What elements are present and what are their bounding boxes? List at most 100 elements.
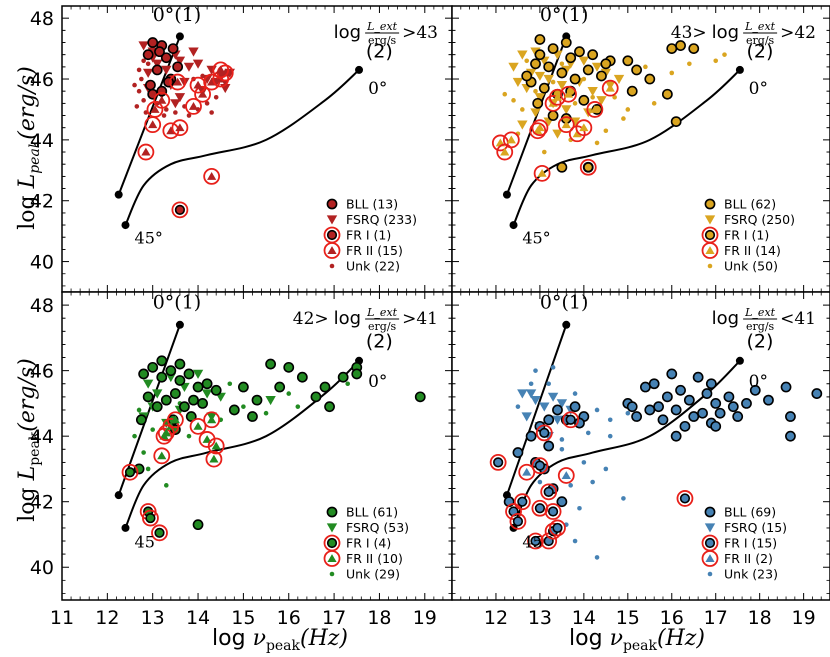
legend-top-right: BLL (62)FSRQ (250)FR I (1)FR II (14)Unk … [701,197,795,274]
point-unk [550,365,556,370]
point-bll [247,411,258,422]
point-bll [145,79,156,91]
point-fsrq [543,74,554,84]
point-unk [546,381,551,387]
point-bll [151,64,163,76]
annotation-top: 0°(1) [540,291,589,313]
series-unk [502,52,727,155]
title-fraction-denominator: erg/s [746,34,775,47]
point-bll [727,401,739,413]
axes-frame [451,291,830,601]
series-fr-ii [491,79,619,182]
point-fsrq [591,62,603,72]
title-log: log [334,308,361,329]
point-unk [612,94,617,100]
point-bll [785,430,796,442]
point-bll [147,37,159,48]
model-endpoint [735,65,744,74]
legend-label: FR I (1) [724,228,769,243]
y-tick-label: 40 [30,252,54,274]
point-bll [587,49,599,61]
point-bll [723,391,735,403]
point-fsrq [534,71,546,81]
point-bll [556,67,568,79]
point-bll [741,398,752,409]
title-log: log [334,22,361,43]
point-unk [603,466,609,472]
series-fr-ii [153,411,225,468]
series-bll [521,34,700,173]
legend-label: BLL (61) [346,505,398,520]
point-fsrq [161,65,172,75]
series-fsrq [138,369,276,429]
legend-marker [323,242,341,259]
point-bll [547,110,559,121]
point-bll [210,384,222,396]
point-fr-i [579,158,597,176]
plot-background [62,292,452,600]
point-fsrq [201,389,213,399]
point-unk [145,61,151,67]
point-bll [156,355,168,367]
legend-marker [329,571,335,577]
point-fsrq [192,59,204,69]
point-unk [227,381,233,387]
y-tick-label: 42 [30,492,54,514]
annotation-right-degree: 0° [749,79,768,99]
point-bll [661,88,673,100]
point-bll [670,430,682,442]
legend-item: FR I (1) [701,226,769,244]
point-bll [578,94,590,106]
x-tick-label: 17 [704,607,728,629]
point-bll [697,407,708,419]
model-line-1 [506,36,568,195]
point-bll [582,64,594,76]
point-unk [134,104,140,109]
point-fsrq [596,96,607,106]
model-endpoint [509,221,518,230]
point-unk [603,128,609,134]
model-line-1 [117,324,181,496]
point-bll [172,61,184,73]
point-unk [145,466,151,472]
point-unk [136,67,142,73]
point-fr-i [535,424,553,442]
annotation-top: 0°(1) [153,4,202,26]
point-unk [550,79,556,85]
legend-marker [701,242,719,259]
legend-item: FR II (10) [323,550,403,567]
point-fsrq [561,105,572,115]
legend-label: FSRQ (233) [346,212,417,227]
x-tick-label: 17 [322,607,346,629]
y-tick-label: 40 [30,557,54,579]
point-unk [625,107,631,112]
title-post: >42 [780,23,816,43]
point-fsrq [578,56,590,66]
y-tick-label: 48 [30,295,54,317]
point-fr-ii [496,143,514,161]
point-fsrq [142,379,154,389]
point-bll [596,70,607,82]
legend-item: Unk (23) [707,567,778,582]
point-unk [141,58,146,64]
point-unk [132,82,137,88]
title-pre: 43> [671,23,707,43]
legend-bottom-left: BLL (61)FSRQ (53)FR I (4)FR II (10)Unk (… [323,505,409,582]
legend-item: BLL (62) [704,197,776,212]
point-unk [161,113,167,118]
point-bll [337,371,349,383]
point-bll [569,73,581,85]
point-bll [201,378,213,390]
point-bll [714,407,726,419]
series-fr-i [121,463,168,542]
point-fr-i [171,201,189,219]
model-line-2 [512,69,741,226]
point-bll [188,394,199,406]
x-tick-label: 16 [660,607,684,629]
point-fr-ii [171,119,189,137]
point-bll [319,381,331,393]
point-fsrq [192,369,204,379]
legend-item: FR II (14) [701,242,781,259]
point-bll [732,411,744,422]
